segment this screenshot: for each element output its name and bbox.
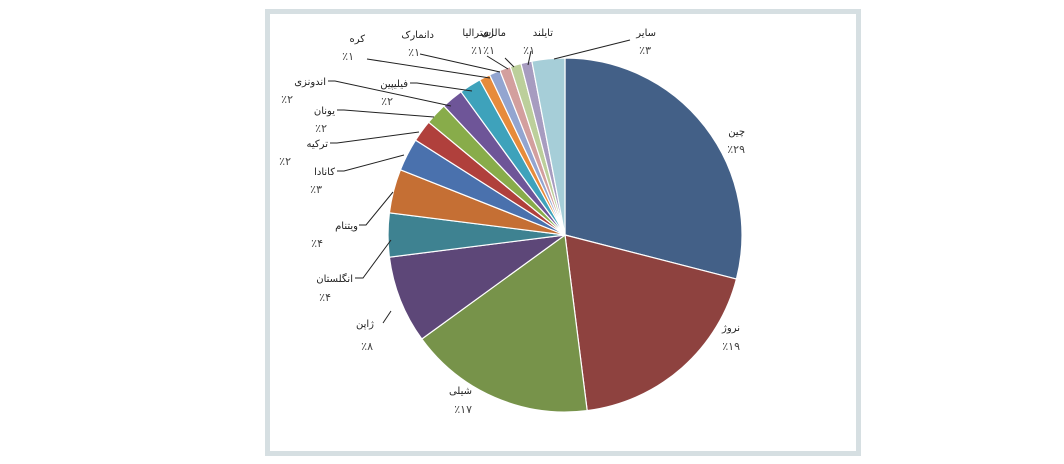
slice-percent-label: ٪۲	[281, 93, 293, 106]
slice-percent-label: ٪۱۹	[722, 340, 740, 353]
slice-percent-label: ٪۱	[471, 44, 483, 57]
slice-label: دانمارک	[401, 30, 434, 41]
leader-line	[553, 39, 631, 60]
leader-line	[366, 58, 491, 79]
slice-percent-label: ٪۱۷	[454, 403, 472, 416]
slice-label: اندونزی	[294, 77, 326, 88]
slice-label: تایلند	[533, 28, 553, 39]
leader-line	[527, 50, 532, 66]
pie-slice	[388, 234, 566, 340]
pie-slice	[564, 57, 743, 280]
slice-label: کره	[349, 34, 365, 45]
pie-chart: چین ٪۲۹ نروژ ٪۱۹ شیلی ٪۱۷ ژاپن ٪۸ انگلستان ٪۴ ویتن…	[279, 28, 745, 416]
slice-percent-label: ٪۸	[361, 340, 373, 353]
slice-percent-label: ٪۲	[279, 155, 291, 168]
slice-label: استرالیا	[462, 28, 494, 39]
leader-line	[355, 239, 392, 279]
slice-percent-label: ٪۱	[483, 44, 495, 57]
slice-percent-label: ٪۳	[310, 183, 322, 196]
slice-label: چین	[728, 127, 745, 138]
slice-label: نروژ	[721, 323, 740, 334]
slice-percent-label: ٪۲	[381, 95, 393, 108]
slice-label: سایر	[635, 28, 656, 39]
slice-label: مالزی	[481, 28, 506, 39]
pie-slice	[420, 233, 588, 413]
slice-label: ژاپن	[356, 319, 374, 330]
slice-label: یونان	[314, 106, 335, 117]
slice-percent-label: ٪۳	[639, 44, 651, 57]
leader-line	[330, 131, 420, 144]
slice-label: ترکیه	[307, 139, 329, 150]
slice-label: انگلستان	[316, 273, 353, 285]
slice-percent-label: ٪۴	[311, 237, 323, 250]
leader-line	[504, 57, 515, 68]
leader-line	[486, 55, 509, 70]
leader-line	[359, 191, 394, 226]
leader-line	[382, 310, 392, 324]
leader-line	[328, 80, 452, 107]
slice-label: کانادا	[314, 167, 335, 178]
slice-percent-label: ٪۲۹	[727, 143, 745, 156]
slice-label: ویتنام	[335, 221, 358, 232]
chart-frame: چین ٪۲۹ نروژ ٪۱۹ شیلی ٪۱۷ ژاپن ٪۸ انگلستان ٪۴ ویتن…	[265, 9, 861, 456]
pie-slice	[564, 234, 738, 412]
pie-slice	[531, 57, 566, 236]
slice-percent-label: ٪۱	[523, 44, 535, 57]
leader-line	[337, 154, 405, 172]
leader-line	[419, 53, 501, 73]
leader-line	[410, 82, 473, 92]
leader-line	[337, 109, 435, 118]
slice-label: شیلی	[449, 386, 472, 397]
slice-percent-label: ٪۴	[319, 291, 331, 304]
slice-percent-label: ٪۱	[342, 50, 354, 63]
slice-percent-label: ٪۲	[315, 122, 327, 135]
slice-label: فیلیپین	[380, 79, 408, 90]
slice-percent-label: ٪۱	[408, 46, 420, 59]
